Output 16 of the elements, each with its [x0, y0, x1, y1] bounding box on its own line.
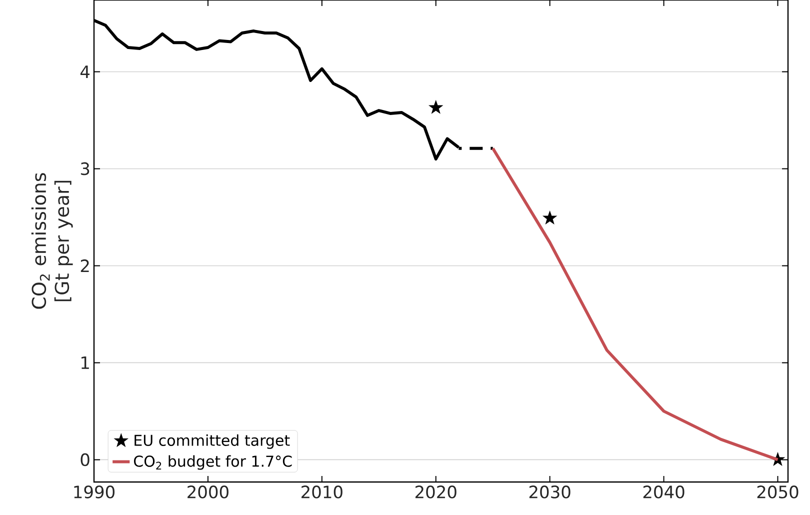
point — [542, 210, 557, 224]
x-tick-label: 2010 — [302, 486, 342, 498]
x-tick-label: 2050 — [757, 486, 798, 498]
x-tick-label: 2040 — [643, 486, 684, 498]
x-tick-label: 2030 — [529, 486, 570, 498]
y-tick-label: 1 — [82, 356, 89, 369]
y-tick-label: 4 — [80, 66, 90, 78]
legend-label: EU committed target — [134, 434, 290, 449]
y-tick-label: 3 — [80, 162, 90, 176]
x-tick-label: 2020 — [415, 486, 456, 498]
legend-label: CO$_{2}$ budget for 1.7°C — [134, 455, 292, 470]
point — [428, 100, 443, 114]
y-tick-label: 2 — [80, 259, 89, 272]
y-tick-label: 0 — [80, 453, 90, 466]
x-tick-label: 2000 — [188, 486, 228, 498]
x-tick-label: 1990 — [74, 486, 114, 498]
